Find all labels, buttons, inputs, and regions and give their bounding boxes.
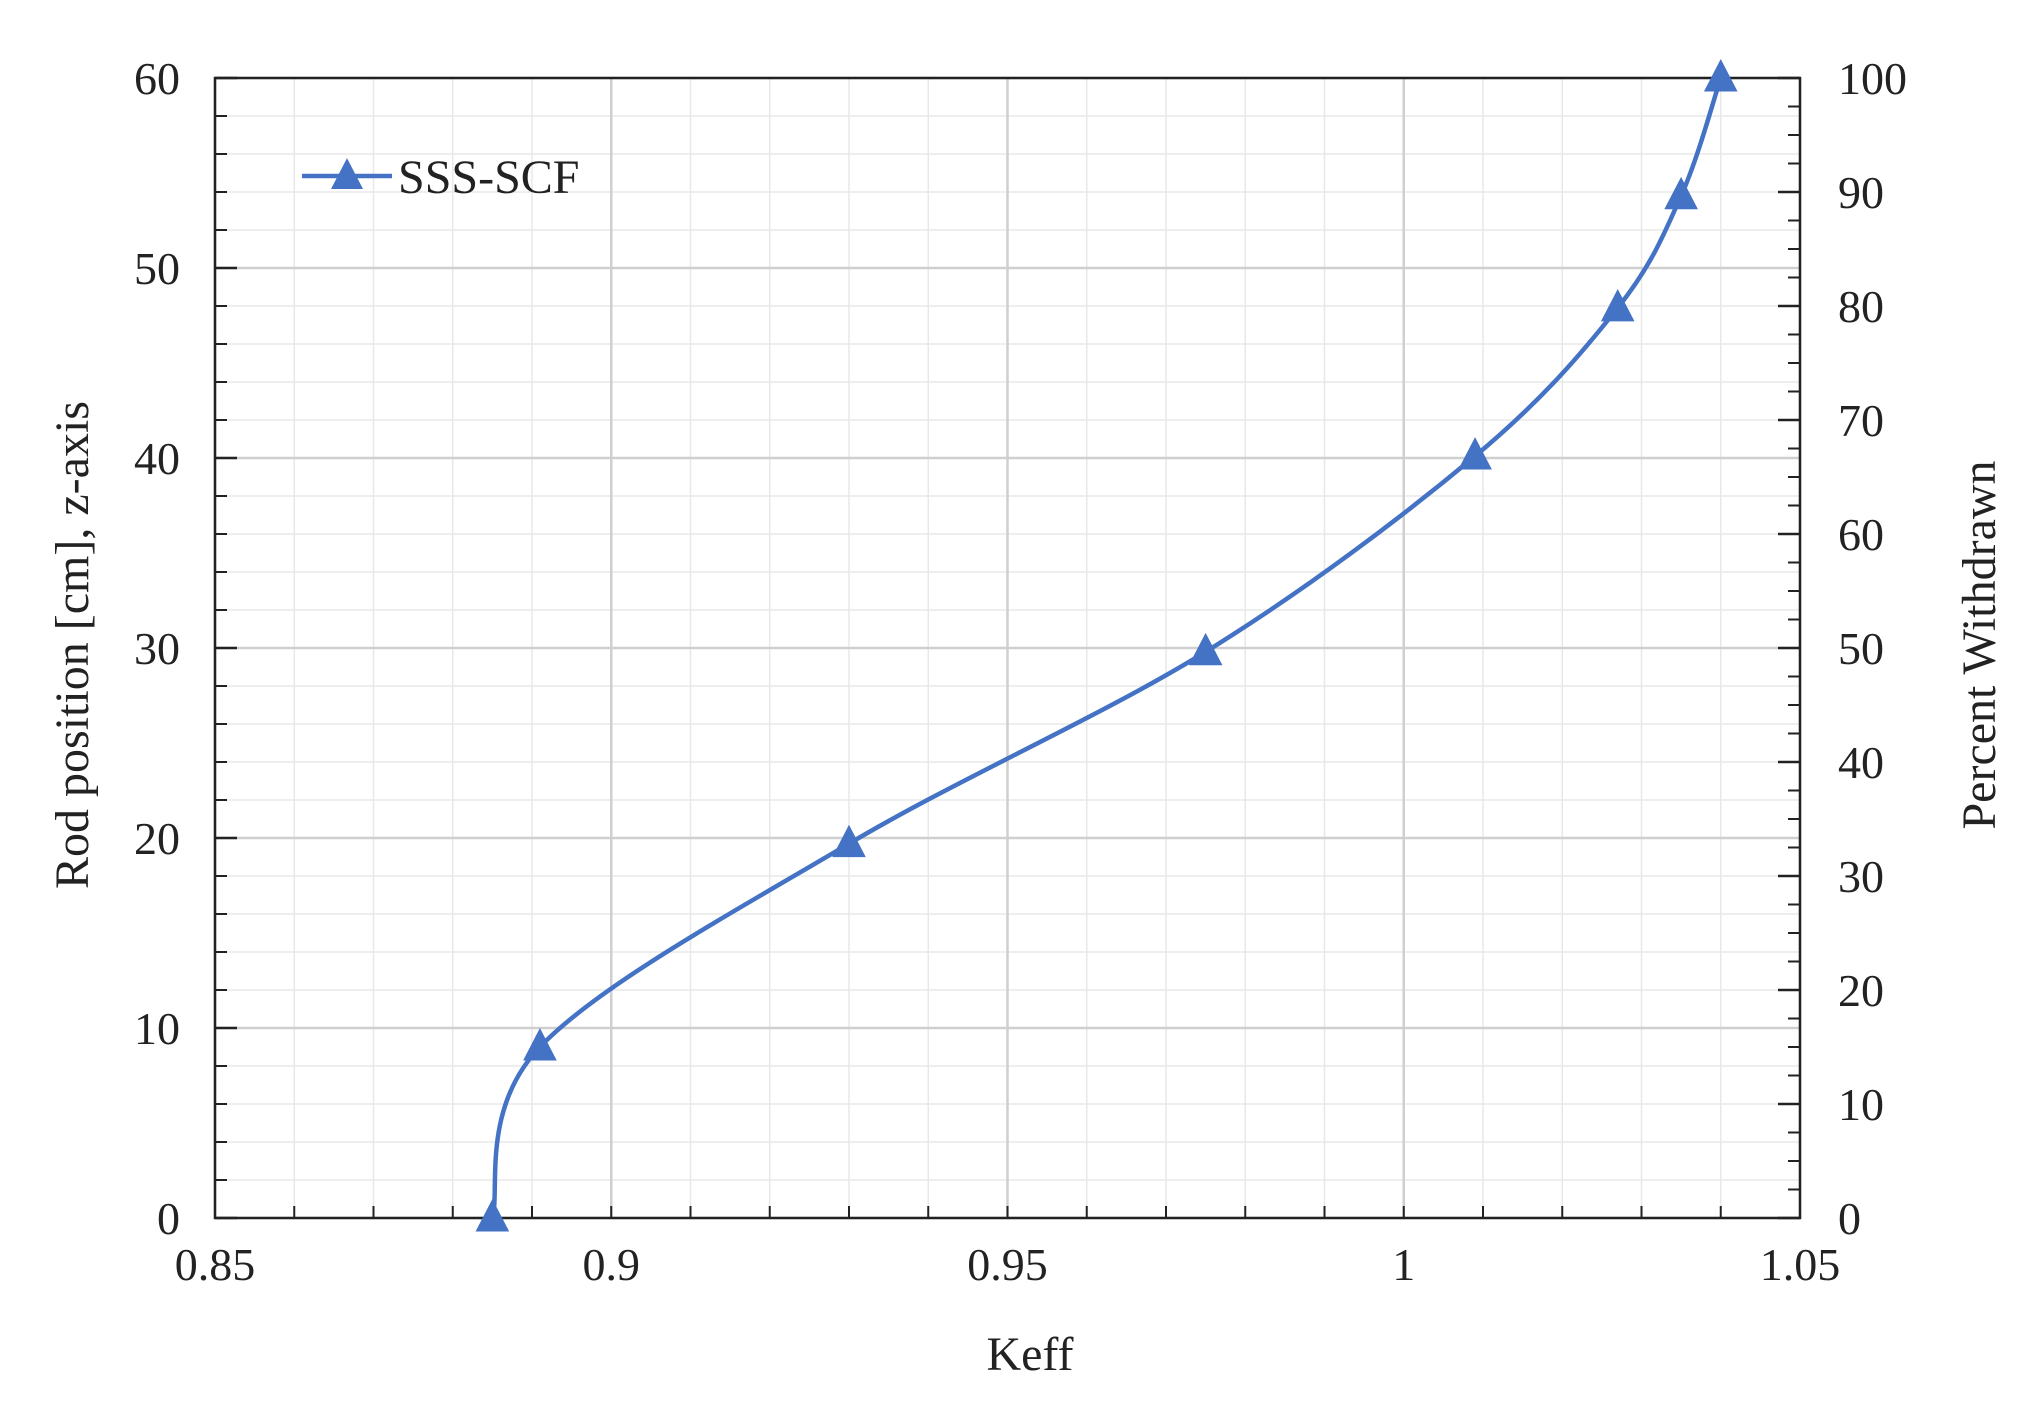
y2-tick-label: 90 (1838, 167, 1884, 218)
legend-marker-sss-scf (331, 158, 363, 189)
series-group (475, 59, 1738, 1232)
y2-tick-label: 100 (1838, 53, 1907, 104)
y-tick-label: 60 (134, 53, 180, 104)
y-tick-label: 40 (134, 433, 180, 484)
y-tick-label: 10 (134, 1003, 180, 1054)
x-tick-label: 1.05 (1760, 1239, 1841, 1290)
x-tick-label: 1 (1392, 1239, 1415, 1290)
y2-tick-label: 40 (1838, 737, 1884, 788)
data-point-marker (475, 1199, 510, 1232)
x-tick-label: 0.95 (967, 1239, 1048, 1290)
x-tick-label: 0.9 (583, 1239, 641, 1290)
y2-tick-label: 10 (1838, 1079, 1884, 1130)
y2-tick-label: 70 (1838, 395, 1884, 446)
y2-tick-label: 60 (1838, 509, 1884, 560)
y-tick-label: 0 (157, 1193, 180, 1244)
y2-tick-label: 50 (1838, 623, 1884, 674)
data-point-marker (523, 1028, 557, 1061)
data-point-marker (1703, 59, 1738, 92)
axis-ticks (214, 76, 1801, 1220)
y-axis-title: Rod position [cm], z-axis (46, 401, 99, 889)
y2-axis-title: Percent Withdrawn (1953, 460, 2006, 829)
y2-tick-label: 30 (1838, 851, 1884, 902)
y-tick-label: 20 (134, 813, 180, 864)
y2-axis-tick-labels: 0 10 20 30 40 50 60 70 80 90 100 (1838, 53, 1907, 1244)
y-axis-tick-labels: 0 10 20 30 40 50 60 (134, 53, 180, 1244)
data-point-marker (1458, 437, 1492, 470)
y-tick-label: 30 (134, 623, 180, 674)
y2-tick-label: 20 (1838, 965, 1884, 1016)
y2-tick-label: 0 (1838, 1193, 1861, 1244)
data-point-marker (1600, 288, 1635, 322)
legend-label-sss-scf: SSS-SCF (398, 151, 579, 204)
data-point-marker (832, 824, 866, 858)
legend: SSS-SCF (302, 151, 579, 204)
x-axis-tick-labels: 0.85 0.9 0.95 1 1.05 (175, 1239, 1841, 1290)
series-line-sss-scf (490, 75, 1723, 1221)
data-point-marker (1664, 176, 1698, 210)
x-tick-label: 0.85 (175, 1239, 256, 1290)
x-axis-title: Keff (986, 1328, 1073, 1381)
data-point-marker (1188, 632, 1223, 666)
y2-tick-label: 80 (1838, 281, 1884, 332)
y-tick-label: 50 (134, 243, 180, 294)
